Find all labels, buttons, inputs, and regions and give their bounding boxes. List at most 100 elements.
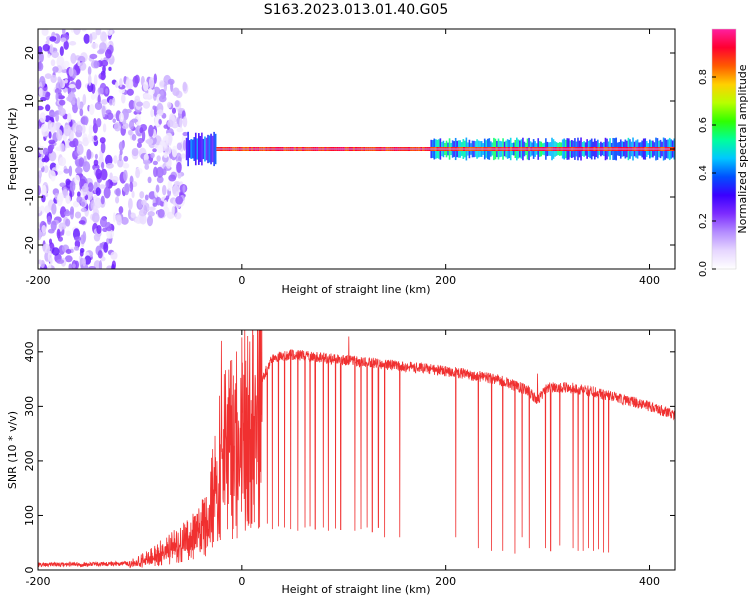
spectrogram-cell	[100, 195, 105, 205]
spectrogram-cell	[93, 117, 97, 127]
x-tick-label: 0	[238, 575, 245, 588]
spectrogram-cell	[42, 243, 51, 254]
spectrogram-cell	[68, 67, 74, 77]
spectrogram-cell	[112, 212, 116, 223]
spectrogram-cell	[168, 133, 172, 146]
colorbar-tick-label: 0.6	[698, 117, 709, 133]
spectrogram-cell	[82, 93, 87, 106]
colorbar-tick-label: 0.2	[698, 213, 709, 229]
spectrogram-cell	[89, 104, 95, 116]
spectrogram-cell	[103, 242, 109, 253]
spectrogram-cell	[152, 202, 158, 207]
spectrogram-cell	[75, 166, 83, 175]
spectrogram-cell	[134, 113, 142, 126]
spectrogram-cell	[50, 74, 57, 84]
spectrogram-cell	[95, 187, 101, 196]
spectrogram-cell	[110, 251, 118, 260]
spectrogram-cell	[79, 108, 84, 117]
spectrogram-cell	[65, 249, 72, 255]
snr-plot-area	[38, 330, 675, 570]
spectrogram-cell	[38, 229, 42, 241]
spectrogram-cell	[44, 205, 51, 214]
y-tick-label: 0	[23, 146, 36, 153]
spectrogram-cell	[38, 169, 42, 179]
spectrogram-cell	[93, 204, 98, 215]
spectrogram-cell	[55, 92, 59, 102]
spectrogram-cell	[80, 207, 87, 213]
spectrogram-cell	[99, 42, 107, 52]
x-tick-label: 200	[435, 575, 456, 588]
spectrogram-cell	[64, 255, 73, 263]
spectrogram-cell	[153, 73, 157, 84]
spectrogram-cell	[68, 263, 72, 269]
spectrogram-cell	[92, 123, 98, 134]
spectrogram-cell	[148, 124, 154, 137]
spectrogram-cell	[131, 118, 138, 123]
spectrogram-cell	[76, 143, 84, 156]
spectrogram-cell	[141, 199, 147, 206]
spectrogram-cell	[56, 55, 65, 68]
y-tick-label: 20	[23, 46, 36, 60]
spectrogram-cell	[58, 99, 66, 106]
spectrogram-cell	[49, 36, 57, 42]
spectrogram-cell	[93, 60, 100, 69]
y-tick-label: 300	[23, 396, 36, 417]
spectrogram-cell	[185, 137, 188, 161]
spectrogram-cell	[112, 118, 117, 124]
spectrogram-cell	[63, 124, 72, 137]
spectrogram-cell	[38, 45, 43, 55]
y-tick-label: 200	[23, 450, 36, 471]
spectrogram-cell	[42, 44, 50, 52]
spectrogram-cell	[214, 133, 217, 165]
spectrogram-cell	[65, 218, 71, 227]
spectrogram-cell	[77, 191, 81, 198]
spectrogram-cell	[59, 46, 64, 57]
spectrogram-cell	[167, 119, 174, 128]
spectrogram-cell	[49, 112, 57, 118]
spectrogram-cell	[63, 40, 69, 50]
spectrogram-cell	[65, 195, 71, 204]
spectrogram-cell	[191, 139, 194, 159]
spectrogram-cell	[82, 161, 91, 173]
spectrogram-cell	[41, 157, 47, 163]
spectrogram-cell	[99, 137, 106, 144]
spectrogram-cell	[105, 88, 109, 95]
spectrogram-cell	[207, 134, 209, 164]
spectrogram-cell	[177, 172, 182, 179]
x-tick-label: 400	[639, 575, 660, 588]
spectrogram-cell	[48, 150, 57, 162]
colorbar-label: Normalized spectral amplitude	[736, 64, 749, 233]
spectrogram-cell	[165, 195, 170, 200]
spectrogram-cell	[38, 185, 41, 196]
spectrogram-cell	[98, 157, 102, 163]
x-tick-label: 400	[639, 274, 660, 287]
spectrogram-cell	[127, 129, 133, 136]
spectrogram-cell	[119, 112, 124, 123]
spectrogram-cell	[39, 112, 46, 123]
spectrogram-cell	[199, 135, 202, 163]
spectrogram-cell	[164, 146, 172, 155]
spectrogram-cell	[100, 161, 105, 170]
spectrogram-cell	[106, 112, 114, 121]
spectrogram-cell	[179, 117, 183, 129]
spectrogram-cell	[75, 124, 83, 134]
spectrogram-cell	[98, 260, 103, 269]
spectrogram-cell	[99, 216, 107, 228]
spectrogram-cell	[172, 184, 180, 197]
figure-title: S163.2023.013.01.40.G05	[264, 2, 449, 18]
snr-x-axis-label: Height of straight line (km)	[281, 583, 430, 596]
spectrogram-x-ticks: -200 0 200 400	[26, 29, 660, 287]
spectrogram-y-axis-label: Frequency (Hz)	[6, 108, 19, 191]
spectrogram-cell	[52, 66, 59, 73]
spectrogram-cell	[213, 131, 215, 167]
spectrogram-cell	[106, 226, 112, 232]
spectrogram-cell	[152, 148, 157, 153]
spectrogram-cell	[158, 95, 167, 103]
spectrogram-cell	[181, 153, 186, 159]
spectrogram-cell	[71, 100, 76, 106]
spectrogram-cell	[100, 74, 106, 81]
spectrogram-cell	[123, 169, 128, 182]
spectrogram-cell	[49, 43, 54, 54]
spectrogram-cell	[174, 180, 181, 186]
